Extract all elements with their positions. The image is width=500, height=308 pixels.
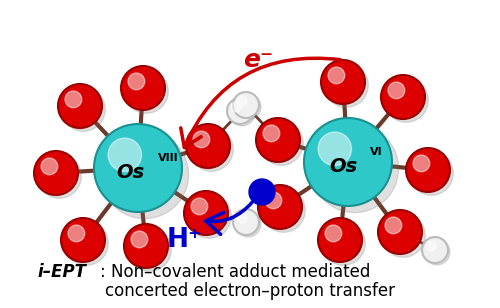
Circle shape [62,87,106,131]
Circle shape [193,131,210,148]
Circle shape [382,213,426,257]
Circle shape [65,91,82,108]
Text: VIII: VIII [158,153,178,163]
Circle shape [124,224,168,268]
Circle shape [325,225,342,242]
Circle shape [68,225,85,242]
Text: H⁺: H⁺ [167,227,203,253]
Circle shape [413,155,430,172]
Circle shape [322,221,366,265]
Circle shape [38,154,82,198]
Circle shape [128,227,172,271]
Text: i–EPT: i–EPT [37,263,86,281]
Circle shape [406,148,450,192]
Circle shape [61,218,105,262]
Circle shape [229,100,255,126]
Circle shape [227,98,253,124]
Circle shape [321,60,365,104]
Circle shape [265,192,282,209]
Circle shape [190,127,234,171]
Circle shape [186,124,230,168]
Circle shape [410,151,454,195]
Circle shape [128,73,145,90]
Text: e⁻: e⁻ [243,48,273,72]
Circle shape [237,96,247,106]
Circle shape [384,78,428,122]
Circle shape [124,69,168,113]
FancyArrowPatch shape [181,58,340,148]
Text: concerted electron–proton transfer: concerted electron–proton transfer [105,282,395,300]
Circle shape [58,84,102,128]
Circle shape [235,211,261,237]
Circle shape [237,213,247,223]
Circle shape [304,118,392,206]
Circle shape [249,179,275,205]
Circle shape [318,218,362,262]
Circle shape [231,102,241,112]
Circle shape [121,66,165,110]
Circle shape [233,92,259,118]
Circle shape [385,217,402,234]
Circle shape [263,125,280,142]
Circle shape [378,210,422,254]
Circle shape [328,67,345,84]
Circle shape [131,231,148,248]
Circle shape [324,63,368,107]
Text: : Non–covalent adduct mediated: : Non–covalent adduct mediated [100,263,370,281]
Circle shape [235,94,261,120]
Text: Os: Os [329,156,357,176]
Text: VI: VI [370,147,382,157]
Circle shape [100,131,188,219]
FancyArrowPatch shape [206,202,252,234]
Circle shape [318,132,352,165]
Circle shape [260,121,304,165]
Circle shape [108,138,142,172]
Circle shape [64,221,108,265]
Text: Os: Os [116,163,144,181]
Circle shape [94,124,182,212]
Circle shape [258,185,302,229]
Circle shape [34,151,78,195]
Circle shape [262,188,306,232]
Circle shape [310,125,398,213]
Circle shape [388,82,405,99]
Circle shape [184,191,228,235]
Circle shape [426,241,436,251]
Circle shape [256,118,300,162]
Circle shape [188,194,232,238]
Circle shape [381,75,425,119]
Circle shape [191,198,208,215]
Circle shape [424,239,450,265]
Circle shape [422,237,448,263]
Circle shape [233,209,259,235]
Circle shape [41,158,58,175]
